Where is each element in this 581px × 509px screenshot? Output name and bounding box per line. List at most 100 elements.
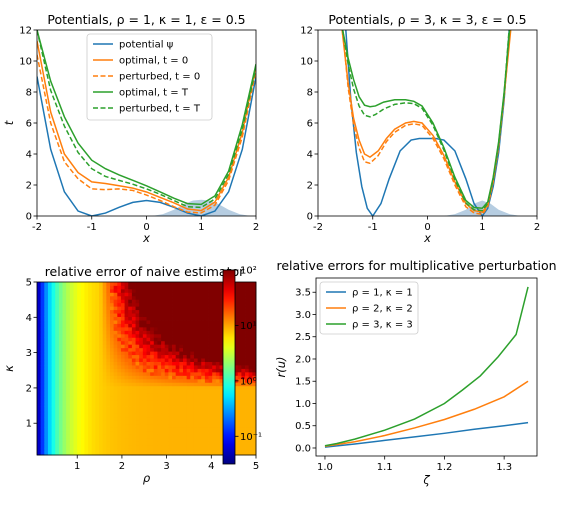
heatmap-cell [150,430,155,435]
heatmap-cell [215,403,220,407]
heatmap-cell [106,368,111,373]
heatmap-cell [88,288,93,293]
heatmap-cell [66,326,71,331]
heatmap-cell [135,323,140,328]
heatmap-cell [179,330,184,335]
heatmap-cell [212,351,217,356]
heatmap-cell [245,406,250,411]
heatmap-cell [208,375,213,380]
heatmap-cell [190,382,195,387]
heatmap-cell [150,451,155,456]
heatmap-cell [55,406,60,411]
heatmap-cell [201,282,206,286]
heatmap-cell [201,430,206,435]
heatmap-cell [142,403,147,407]
heatmap-cell [164,382,169,387]
heatmap-cell [62,413,67,418]
heatmap-cell [44,448,49,452]
heatmap-cell [168,354,173,359]
heatmap-cell [99,423,104,428]
heatmap-cell [150,282,155,286]
heatmap-cell [164,323,169,328]
bottom-right-title: relative errors for multiplicative pertu… [276,258,556,273]
heatmap-cell [58,437,63,442]
heatmap-cell [139,313,144,317]
heatmap-cell [102,354,107,359]
heatmap-cell [80,410,85,414]
heatmap-cell [69,410,74,414]
heatmap-cell [190,344,195,349]
heatmap-cell [183,371,188,376]
heatmap-cell [252,306,257,311]
heatmap-cell [208,351,213,356]
heatmap-cell [153,347,158,352]
heatmap-cell [62,385,67,390]
heatmap-cell [131,313,136,317]
top-right-frame [317,29,538,217]
bottom-right-legend-label: ρ = 1, κ = 1 [352,288,413,299]
heatmap-cell [37,351,42,356]
heatmap-cell [73,399,78,404]
heatmap-ytick-label: 3 [26,348,32,359]
heatmap-cell [142,375,147,380]
heatmap-cell [66,399,71,404]
heatmap-cell [80,302,85,307]
heatmap-cell [212,292,217,297]
heatmap-cell [95,371,100,376]
heatmap-cell [84,326,89,331]
heatmap-cell [245,288,250,293]
heatmap-cell [208,444,213,449]
heatmap-cell [131,385,136,390]
heatmap-cell [58,375,63,380]
heatmap-cell [73,337,78,342]
heatmap-cell [128,451,133,456]
heatmap-cell [245,375,250,380]
heatmap-cell [153,302,158,307]
heatmap-cell [69,441,74,446]
heatmap-cell [252,399,257,404]
heatmap-cell [128,323,133,328]
heatmap-cell [201,420,206,425]
heatmap-cell [139,427,144,432]
heatmap-cell [62,403,67,407]
heatmap-cell [47,416,52,421]
heatmap-cell [128,333,133,338]
heatmap-cell [193,337,198,342]
heatmap-ytick-label: 4 [26,313,32,324]
heatmap-cell [47,441,52,446]
heatmap-cell [113,403,118,407]
heatmap-cell [201,288,206,293]
heatmap-cell [142,361,147,366]
heatmap-cell [212,403,217,407]
heatmap-cell [139,437,144,442]
heatmap-cell [219,427,224,432]
heatmap-cell [91,316,96,321]
heatmap-cell [110,368,115,373]
heatmap-cell [168,295,173,300]
heatmap-cell [153,437,158,442]
heatmap-cell [55,444,60,449]
heatmap-cell [241,437,246,442]
heatmap-cell [161,344,166,349]
heatmap-cell [51,351,56,356]
heatmap-cell [183,448,188,452]
heatmap-cell [245,441,250,446]
heatmap-cell [197,333,202,338]
heatmap-cell [208,326,213,331]
heatmap-cell [175,448,180,452]
heatmap-cell [190,288,195,293]
heatmap-cell [179,406,184,411]
heatmap-cell [219,316,224,321]
heatmap-cell [208,309,213,314]
heatmap-cell [168,389,173,394]
heatmap-cell [237,427,242,432]
heatmap-cell [120,340,125,345]
heatmap-cell [183,340,188,345]
top-right-title: Potentials, ρ = 3, κ = 3, ε = 0.5 [328,12,526,27]
heatmap-cell [44,309,49,314]
heatmap-cell [183,323,188,328]
heatmap-cell [175,326,180,331]
heatmap-cell [245,399,250,404]
heatmap-cell [164,416,169,421]
heatmap-cell [186,320,191,324]
